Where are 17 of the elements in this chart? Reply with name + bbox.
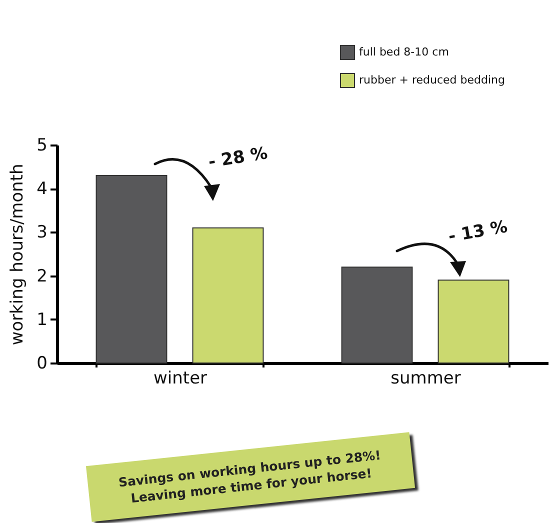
annotation: - 28 % (207, 143, 269, 173)
x-tick-label: summer (390, 368, 461, 388)
legend-label: rubber + reduced bedding (359, 74, 505, 86)
legend-label: full bed 8-10 cm (359, 46, 449, 58)
x-tick-label: winter (153, 368, 208, 388)
y-axis-title: working hours/month (8, 164, 28, 346)
y-tick-label: 5 (36, 136, 48, 156)
bar (438, 280, 510, 364)
bar (192, 227, 264, 364)
bar (341, 266, 413, 364)
y-tick-label: 0 (36, 354, 48, 374)
y-tick-label: 2 (36, 266, 48, 286)
y-tick-label: 4 (36, 179, 48, 200)
y-tick-label: 1 (36, 310, 48, 330)
y-tick-label: 3 (36, 222, 48, 243)
bar (96, 175, 168, 364)
annotation: - 13 % (446, 216, 510, 248)
